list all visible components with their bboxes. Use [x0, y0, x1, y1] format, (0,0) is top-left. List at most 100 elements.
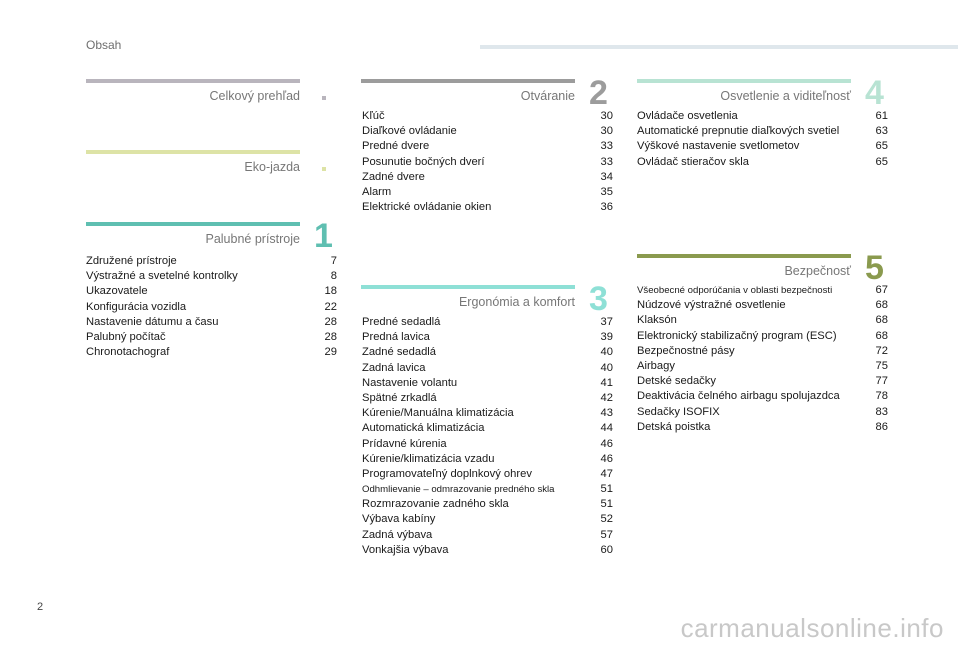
toc-entry-label: Kúrenie/klimatizácia vzadu	[362, 452, 495, 465]
toc-entry-page: 68	[875, 299, 888, 312]
toc-entry-page: 67	[875, 284, 888, 296]
toc-entry[interactable]: Predné dvere 33	[362, 139, 613, 154]
section-title: Palubné prístroje	[205, 232, 300, 246]
toc-list-section-5: Všeobecné odporúčania v oblasti bezpečno…	[637, 283, 888, 435]
section-title: Ergonómia a komfort	[458, 295, 575, 309]
bullet-marker	[322, 96, 326, 100]
section-overview[interactable]: Celkový prehľad	[86, 79, 300, 109]
toc-entry[interactable]: Konfigurácia vozidla 22	[86, 300, 337, 315]
toc-entry[interactable]: Elektrické ovládanie okien 36	[362, 200, 613, 215]
toc-entry-label: Airbagy	[637, 359, 675, 372]
toc-entry[interactable]: Automatické prepnutie diaľkových svetiel…	[637, 124, 888, 139]
toc-entry[interactable]: Airbagy 75	[637, 359, 888, 374]
toc-entry-label: Detské sedačky	[637, 375, 716, 388]
toc-entry-page: 57	[600, 528, 613, 541]
toc-entry[interactable]: Zadné dvere 34	[362, 170, 613, 185]
section-bar	[361, 285, 575, 289]
toc-entry[interactable]: Bezpečnostné pásy 72	[637, 344, 888, 359]
toc-entry-label: Zadná výbava	[362, 528, 433, 541]
toc-entry[interactable]: Zadná lavica 40	[362, 361, 613, 376]
toc-entry-page: 28	[324, 315, 337, 328]
section-bar	[86, 150, 300, 154]
section-2: Otváranie	[361, 79, 575, 109]
toc-entry[interactable]: Deaktivácia čelného airbagu spolujazdca 7…	[637, 389, 888, 404]
toc-entry[interactable]: Posunutie bočných dverí 33	[362, 155, 613, 170]
toc-entry[interactable]: Odhmlievanie – odmrazovanie predného skl…	[362, 482, 613, 497]
toc-entry[interactable]: Zadná výbava 57	[362, 528, 613, 543]
toc-entry-page: 75	[875, 359, 888, 372]
toc-entry[interactable]: Výškové nastavenie svetlometov 65	[637, 139, 888, 154]
toc-entry-page: 46	[600, 437, 613, 450]
toc-entry[interactable]: Elektronický stabilizačný program (ESC) 6…	[637, 329, 888, 344]
toc-list-section-1: Združené prístroje 7 Výstražné a svetelné…	[86, 254, 337, 360]
section-number: 4	[865, 74, 884, 112]
toc-entry-label: Spätné zrkadlá	[362, 391, 437, 404]
toc-entry[interactable]: Predná lavica 39	[362, 330, 613, 345]
toc-entry-page: 65	[875, 140, 888, 153]
toc-entry[interactable]: Predné sedadlá 37	[362, 315, 613, 330]
toc-entry-page: 61	[875, 110, 888, 122]
toc-entry[interactable]: Kľúč 30	[362, 109, 613, 124]
toc-entry[interactable]: Združené prístroje 7	[86, 254, 337, 269]
toc-entry-label: Odhmlievanie – odmrazovanie predného skl…	[362, 484, 555, 496]
toc-entry-label: Ukazovatele	[86, 285, 148, 298]
toc-entry[interactable]: Kúrenie/Manuálna klimatizácia 43	[362, 406, 613, 421]
toc-entry-page: 78	[875, 390, 888, 403]
toc-entry[interactable]: Ovládač stieračov skla 65	[637, 155, 888, 170]
toc-entry[interactable]: Chronotachograf 29	[86, 345, 337, 360]
toc-entry[interactable]: Núdzové výstražné osvetlenie 68	[637, 298, 888, 313]
toc-entry[interactable]: Sedačky ISOFIX 83	[637, 405, 888, 420]
bullet-marker	[322, 167, 326, 171]
toc-entry[interactable]: Palubný počítač 28	[86, 330, 337, 345]
toc-entry[interactable]: Všeobecné odporúčania v oblasti bezpečno…	[637, 283, 888, 298]
toc-entry[interactable]: Klaksón 68	[637, 313, 888, 328]
toc-entry-label: Prídavné kúrenia	[362, 437, 447, 450]
toc-entry-page: 83	[875, 405, 888, 418]
section-number: 5	[865, 249, 884, 287]
toc-entry[interactable]: Alarm 35	[362, 185, 613, 200]
section-number: 1	[314, 217, 333, 255]
section-eco[interactable]: Eko-jazda	[86, 150, 300, 180]
toc-entry-label: Zadné sedadlá	[362, 346, 437, 359]
toc-entry-label: Deaktivácia čelného airbagu spolujazdca	[637, 390, 840, 403]
toc-entry[interactable]: Vonkajšia výbava 60	[362, 543, 613, 558]
toc-entry[interactable]: Diaľkové ovládanie 30	[362, 124, 613, 139]
toc-entry-label: Výškové nastavenie svetlometov	[637, 140, 800, 153]
toc-entry[interactable]: Kúrenie/klimatizácia vzadu 46	[362, 452, 613, 467]
toc-entry[interactable]: Detské sedačky 77	[637, 374, 888, 389]
toc-entry-label: Palubný počítač	[86, 330, 166, 343]
toc-entry-page: 34	[600, 170, 613, 183]
toc-entry[interactable]: Nastavenie dátumu a času 28	[86, 315, 337, 330]
toc-entry-label: Alarm	[362, 185, 392, 198]
toc-entry[interactable]: Detská poistka 86	[637, 420, 888, 435]
toc-entry[interactable]: Automatická klimatizácia 44	[362, 421, 613, 436]
toc-entry-label: Zadná lavica	[362, 361, 426, 374]
toc-entry[interactable]: Ukazovatele 18	[86, 284, 337, 299]
toc-entry[interactable]: Rozmrazovanie zadného skla 51	[362, 497, 613, 512]
toc-entry-label: Výstražné a svetelné kontrolky	[86, 270, 238, 283]
toc-entry[interactable]: Ovládače osvetlenia 61	[637, 109, 888, 124]
toc-entry-label: Výbava kabíny	[362, 513, 436, 526]
toc-entry[interactable]: Prídavné kúrenia 46	[362, 437, 613, 452]
toc-entry-page: 7	[330, 255, 337, 267]
toc-entry-page: 60	[600, 543, 613, 556]
toc-entry[interactable]: Spätné zrkadlá 42	[362, 391, 613, 406]
section-title: Eko-jazda	[244, 160, 300, 174]
toc-list-section-2: Kľúč 30 Diaľkové ovládanie 30 Predné dvere…	[362, 109, 613, 215]
toc-entry[interactable]: Nastavenie volantu 41	[362, 376, 613, 391]
toc-entry[interactable]: Programovateľný doplnkový ohrev 47	[362, 467, 613, 482]
toc-entry-label: Zadné dvere	[362, 170, 425, 183]
toc-entry[interactable]: Výstražné a svetelné kontrolky 8	[86, 269, 337, 284]
toc-entry-page: 47	[600, 467, 613, 480]
toc-entry-page: 63	[875, 125, 888, 138]
section-5: Bezpečnosť	[637, 254, 851, 284]
toc-entry-page: 51	[600, 498, 613, 511]
toc-entry-label: Klaksón	[637, 314, 677, 327]
section-number: 2	[589, 74, 608, 112]
toc-entry[interactable]: Výbava kabíny 52	[362, 512, 613, 527]
toc-entry[interactable]: Zadné sedadlá 40	[362, 345, 613, 360]
toc-entry-label: Chronotachograf	[86, 346, 170, 359]
toc-entry-page: 42	[600, 391, 613, 404]
toc-entry-page: 29	[324, 346, 337, 359]
toc-entry-label: Automatická klimatizácia	[362, 422, 485, 435]
